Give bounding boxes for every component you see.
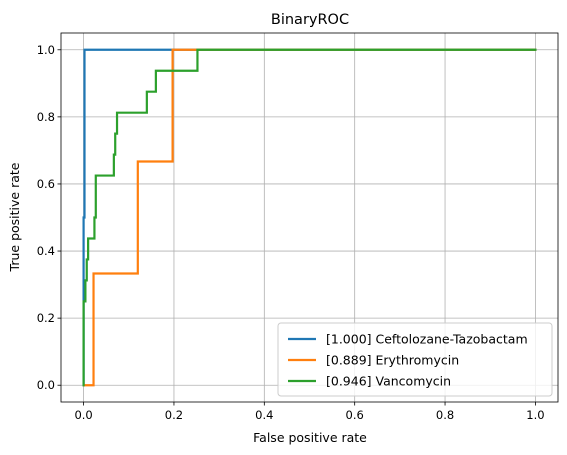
y-tick-label: 1.0 xyxy=(37,43,55,57)
x-tick-label: 0.6 xyxy=(346,408,364,422)
x-axis-label: False positive rate xyxy=(253,430,367,445)
legend-label-2: [0.946] Vancomycin xyxy=(326,374,451,389)
x-tick-label: 0.8 xyxy=(436,408,454,422)
x-tick-label: 0.0 xyxy=(74,408,92,422)
y-tick-label: 0.8 xyxy=(37,110,55,124)
x-tick-label: 0.2 xyxy=(165,408,183,422)
legend: [1.000] Ceftolozane-Tazobactam [0.889] Er… xyxy=(278,323,552,396)
x-tick-label: 1.0 xyxy=(526,408,544,422)
legend-label-1: [0.889] Erythromycin xyxy=(326,353,459,368)
legend-label-0: [1.000] Ceftolozane-Tazobactam xyxy=(326,332,528,347)
y-tick-label: 0.0 xyxy=(37,378,55,392)
y-tick-label: 0.6 xyxy=(37,177,55,191)
x-tick-label: 0.4 xyxy=(255,408,273,422)
y-tick-label: 0.4 xyxy=(37,244,55,258)
y-axis-label: True positive rate xyxy=(7,162,22,272)
chart-title: BinaryROC xyxy=(271,12,349,28)
y-tick-label: 0.2 xyxy=(37,311,55,325)
